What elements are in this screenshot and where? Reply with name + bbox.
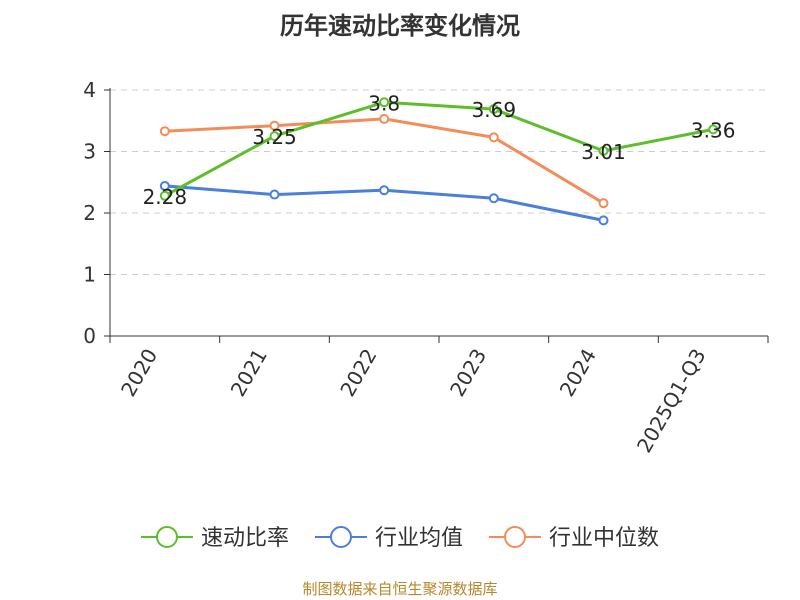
legend-marker xyxy=(329,526,352,548)
x-tick-label: 2020 xyxy=(116,345,162,401)
data-point xyxy=(159,126,170,137)
data-point xyxy=(379,185,390,196)
y-tick-label: 4 xyxy=(83,78,96,102)
data-label: 3.8 xyxy=(368,91,400,115)
data-point xyxy=(379,113,390,124)
data-point xyxy=(159,180,170,191)
x-tick-label: 2022 xyxy=(335,345,381,401)
data-point xyxy=(598,198,609,209)
chart-title: 历年速动比率变化情况 xyxy=(280,12,520,40)
data-point xyxy=(159,190,170,201)
legend-marker xyxy=(504,526,527,548)
x-tick-label: 2021 xyxy=(226,345,272,401)
data-point xyxy=(598,215,609,226)
data-point xyxy=(488,132,499,143)
y-tick-label: 1 xyxy=(83,263,96,287)
data-label: 3.69 xyxy=(472,98,517,122)
data-label: 3.01 xyxy=(581,140,626,164)
data-point xyxy=(269,120,280,131)
source-note: 制图数据来自恒生聚源数据库 xyxy=(302,580,498,598)
data-point xyxy=(379,97,390,108)
data-point xyxy=(269,189,280,200)
legend-marker xyxy=(155,526,178,548)
x-tick-label: 2024 xyxy=(555,345,601,401)
y-tick-label: 0 xyxy=(83,324,96,348)
series-line xyxy=(164,100,714,198)
x-tick-label: 2025Q1-Q3 xyxy=(632,345,711,457)
data-point xyxy=(488,104,499,115)
x-tick-label: 2023 xyxy=(445,345,491,401)
legend-label: 行业中位数 xyxy=(549,526,659,551)
legend-label: 速动比率 xyxy=(201,526,289,551)
y-tick-label: 3 xyxy=(83,140,96,164)
data-label: 2.28 xyxy=(143,185,188,209)
data-point xyxy=(708,124,719,135)
data-label: 3.36 xyxy=(691,118,736,142)
data-point xyxy=(488,193,499,204)
data-point xyxy=(269,131,280,142)
y-tick-label: 2 xyxy=(83,201,96,225)
data-point xyxy=(598,145,609,156)
legend-label: 行业均值 xyxy=(375,526,463,551)
data-label: 3.25 xyxy=(252,125,297,149)
